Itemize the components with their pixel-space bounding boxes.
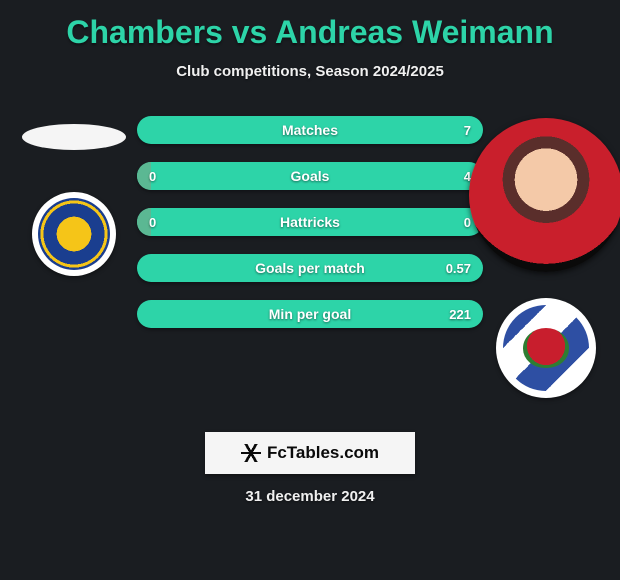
player-right-avatar (469, 118, 620, 272)
comparison-card: Chambers vs Andreas Weimann Club competi… (0, 0, 620, 515)
fctables-logo-text: FcTables.com (267, 443, 379, 463)
club-badge-right (496, 298, 596, 398)
stat-row-min-per-goal: Min per goal 221 (137, 300, 483, 328)
stat-label: Min per goal (137, 306, 483, 322)
stats-bars: Matches 7 0 Goals 4 0 Hattricks 0 Goals … (137, 108, 483, 328)
stat-row-goals-per-match: Goals per match 0.57 (137, 254, 483, 282)
stat-left-value: 0 (149, 169, 156, 184)
fctables-logo-icon (241, 444, 261, 462)
stat-right-value: 0 (464, 215, 471, 230)
main-row: Matches 7 0 Goals 4 0 Hattricks 0 Goals … (0, 108, 620, 398)
stat-row-hattricks: 0 Hattricks 0 (137, 208, 483, 236)
club-badge-left-icon (38, 198, 110, 270)
date-label: 31 december 2024 (245, 488, 374, 505)
footer: FcTables.com 31 december 2024 (0, 432, 620, 505)
stat-right-value: 7 (464, 123, 471, 138)
stat-left-value: 0 (149, 215, 156, 230)
page-title: Chambers vs Andreas Weimann (0, 14, 620, 51)
fctables-logo: FcTables.com (205, 432, 415, 474)
rose-icon (523, 328, 569, 368)
club-badge-left (32, 192, 116, 276)
club-badge-right-icon (503, 305, 589, 391)
stat-right-value: 221 (449, 307, 471, 322)
stat-label: Goals (137, 168, 483, 184)
stat-row-goals: 0 Goals 4 (137, 162, 483, 190)
stat-label: Goals per match (137, 260, 483, 276)
player-right-column (491, 108, 601, 398)
stat-label: Matches (137, 122, 483, 138)
player-left-column (19, 108, 129, 276)
stat-right-value: 0.57 (446, 261, 471, 276)
stat-label: Hattricks (137, 214, 483, 230)
stat-row-matches: Matches 7 (137, 116, 483, 144)
player-left-avatar-placeholder (22, 124, 126, 150)
subtitle: Club competitions, Season 2024/2025 (0, 63, 620, 80)
